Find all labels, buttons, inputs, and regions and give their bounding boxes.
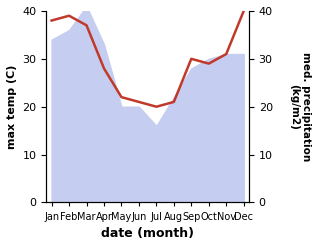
Y-axis label: max temp (C): max temp (C) xyxy=(7,64,17,149)
X-axis label: date (month): date (month) xyxy=(101,227,194,240)
Y-axis label: med. precipitation
(kg/m2): med. precipitation (kg/m2) xyxy=(289,52,311,161)
